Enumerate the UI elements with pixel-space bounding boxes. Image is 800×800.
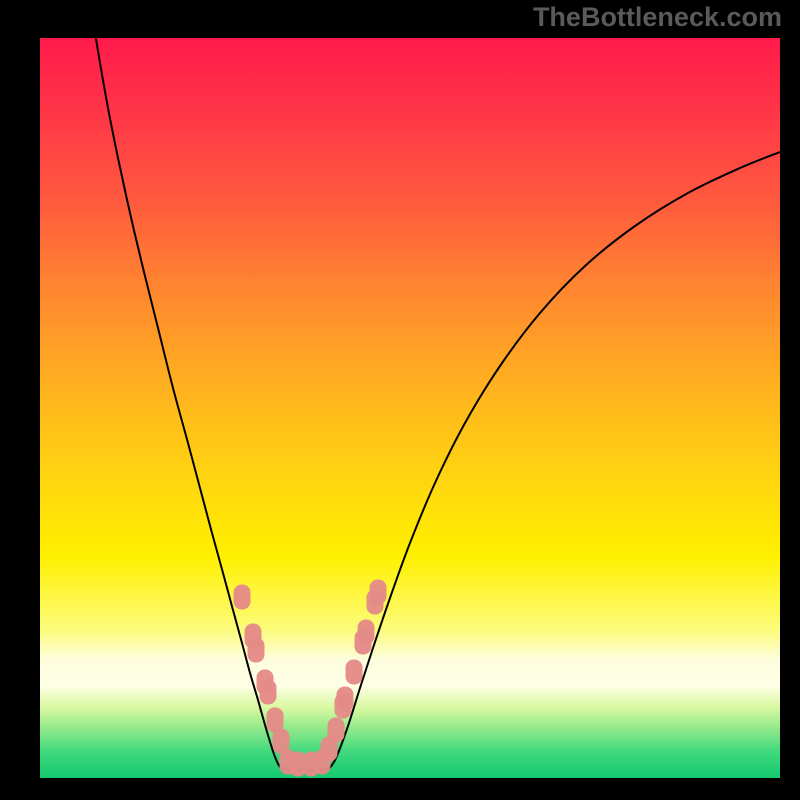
bottleneck-curve [95, 38, 780, 770]
curve-marker [234, 585, 251, 610]
curve-marker [260, 680, 277, 705]
curve-svg [40, 38, 780, 778]
plot-area [40, 38, 780, 778]
curve-marker [358, 620, 375, 645]
chart-container: TheBottleneck.com [0, 0, 800, 800]
curve-marker [328, 718, 345, 743]
curve-marker [337, 687, 354, 712]
curve-marker [248, 638, 265, 663]
curve-marker [346, 660, 363, 685]
curve-marker [370, 580, 387, 605]
watermark-text: TheBottleneck.com [533, 2, 782, 33]
